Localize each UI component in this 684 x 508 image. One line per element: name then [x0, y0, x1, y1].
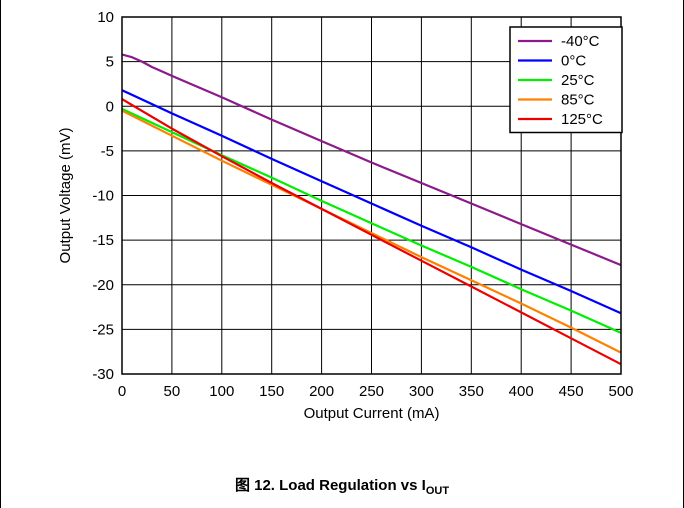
y-tick-label: 0 — [106, 98, 114, 115]
y-tick-label: -25 — [92, 321, 114, 338]
caption-subscript: OUT — [425, 485, 450, 497]
x-tick-label: 450 — [559, 383, 584, 400]
x-tick-label: 100 — [209, 383, 234, 400]
x-tick-label: 50 — [164, 383, 181, 400]
series-line — [121, 89, 622, 315]
series-lines — [121, 53, 622, 366]
x-tick-label: 500 — [608, 383, 633, 400]
x-tick-label: 200 — [309, 383, 334, 400]
y-tick-label: -15 — [92, 232, 114, 249]
x-tick-label: 0 — [118, 383, 126, 400]
series-line — [121, 109, 622, 354]
caption-prefix: 图 12. Load Regulation vs I — [234, 477, 426, 494]
legend-label: 25°C — [561, 72, 595, 89]
tick-labels: 0 50 100 150 200 250 300 350 400 450 5001050-5-10-… — [92, 9, 633, 400]
series-line — [121, 98, 622, 366]
x-tick-label: 250 — [359, 383, 384, 400]
legend-label: 85°C — [561, 92, 595, 109]
legend: -40°C 0°C 25°C 85°C 125°C — [509, 26, 623, 134]
y-tick-label: -5 — [101, 143, 114, 160]
y-tick-label: 5 — [106, 54, 114, 71]
y-tick-label: -20 — [92, 277, 114, 294]
plot-area-border — [121, 16, 622, 375]
x-tick-label: 300 — [409, 383, 434, 400]
legend-label: 125°C — [561, 111, 603, 128]
x-tick-label: 400 — [509, 383, 534, 400]
y-axis-label: Output Voltage (mV) — [57, 128, 74, 264]
x-tick-label: 350 — [459, 383, 484, 400]
series-line — [121, 53, 622, 267]
y-tick-label: -10 — [92, 188, 114, 205]
legend-label: 0°C — [561, 53, 586, 70]
x-tick-label: 150 — [259, 383, 284, 400]
y-tick-label: 10 — [97, 9, 114, 26]
legend-label: -40°C — [561, 33, 600, 50]
figure-caption: 图 12. Load Regulation vs IOUT — [0, 474, 684, 497]
x-axis-label: Output Current (mA) — [304, 405, 440, 422]
y-tick-label: -30 — [92, 366, 114, 383]
